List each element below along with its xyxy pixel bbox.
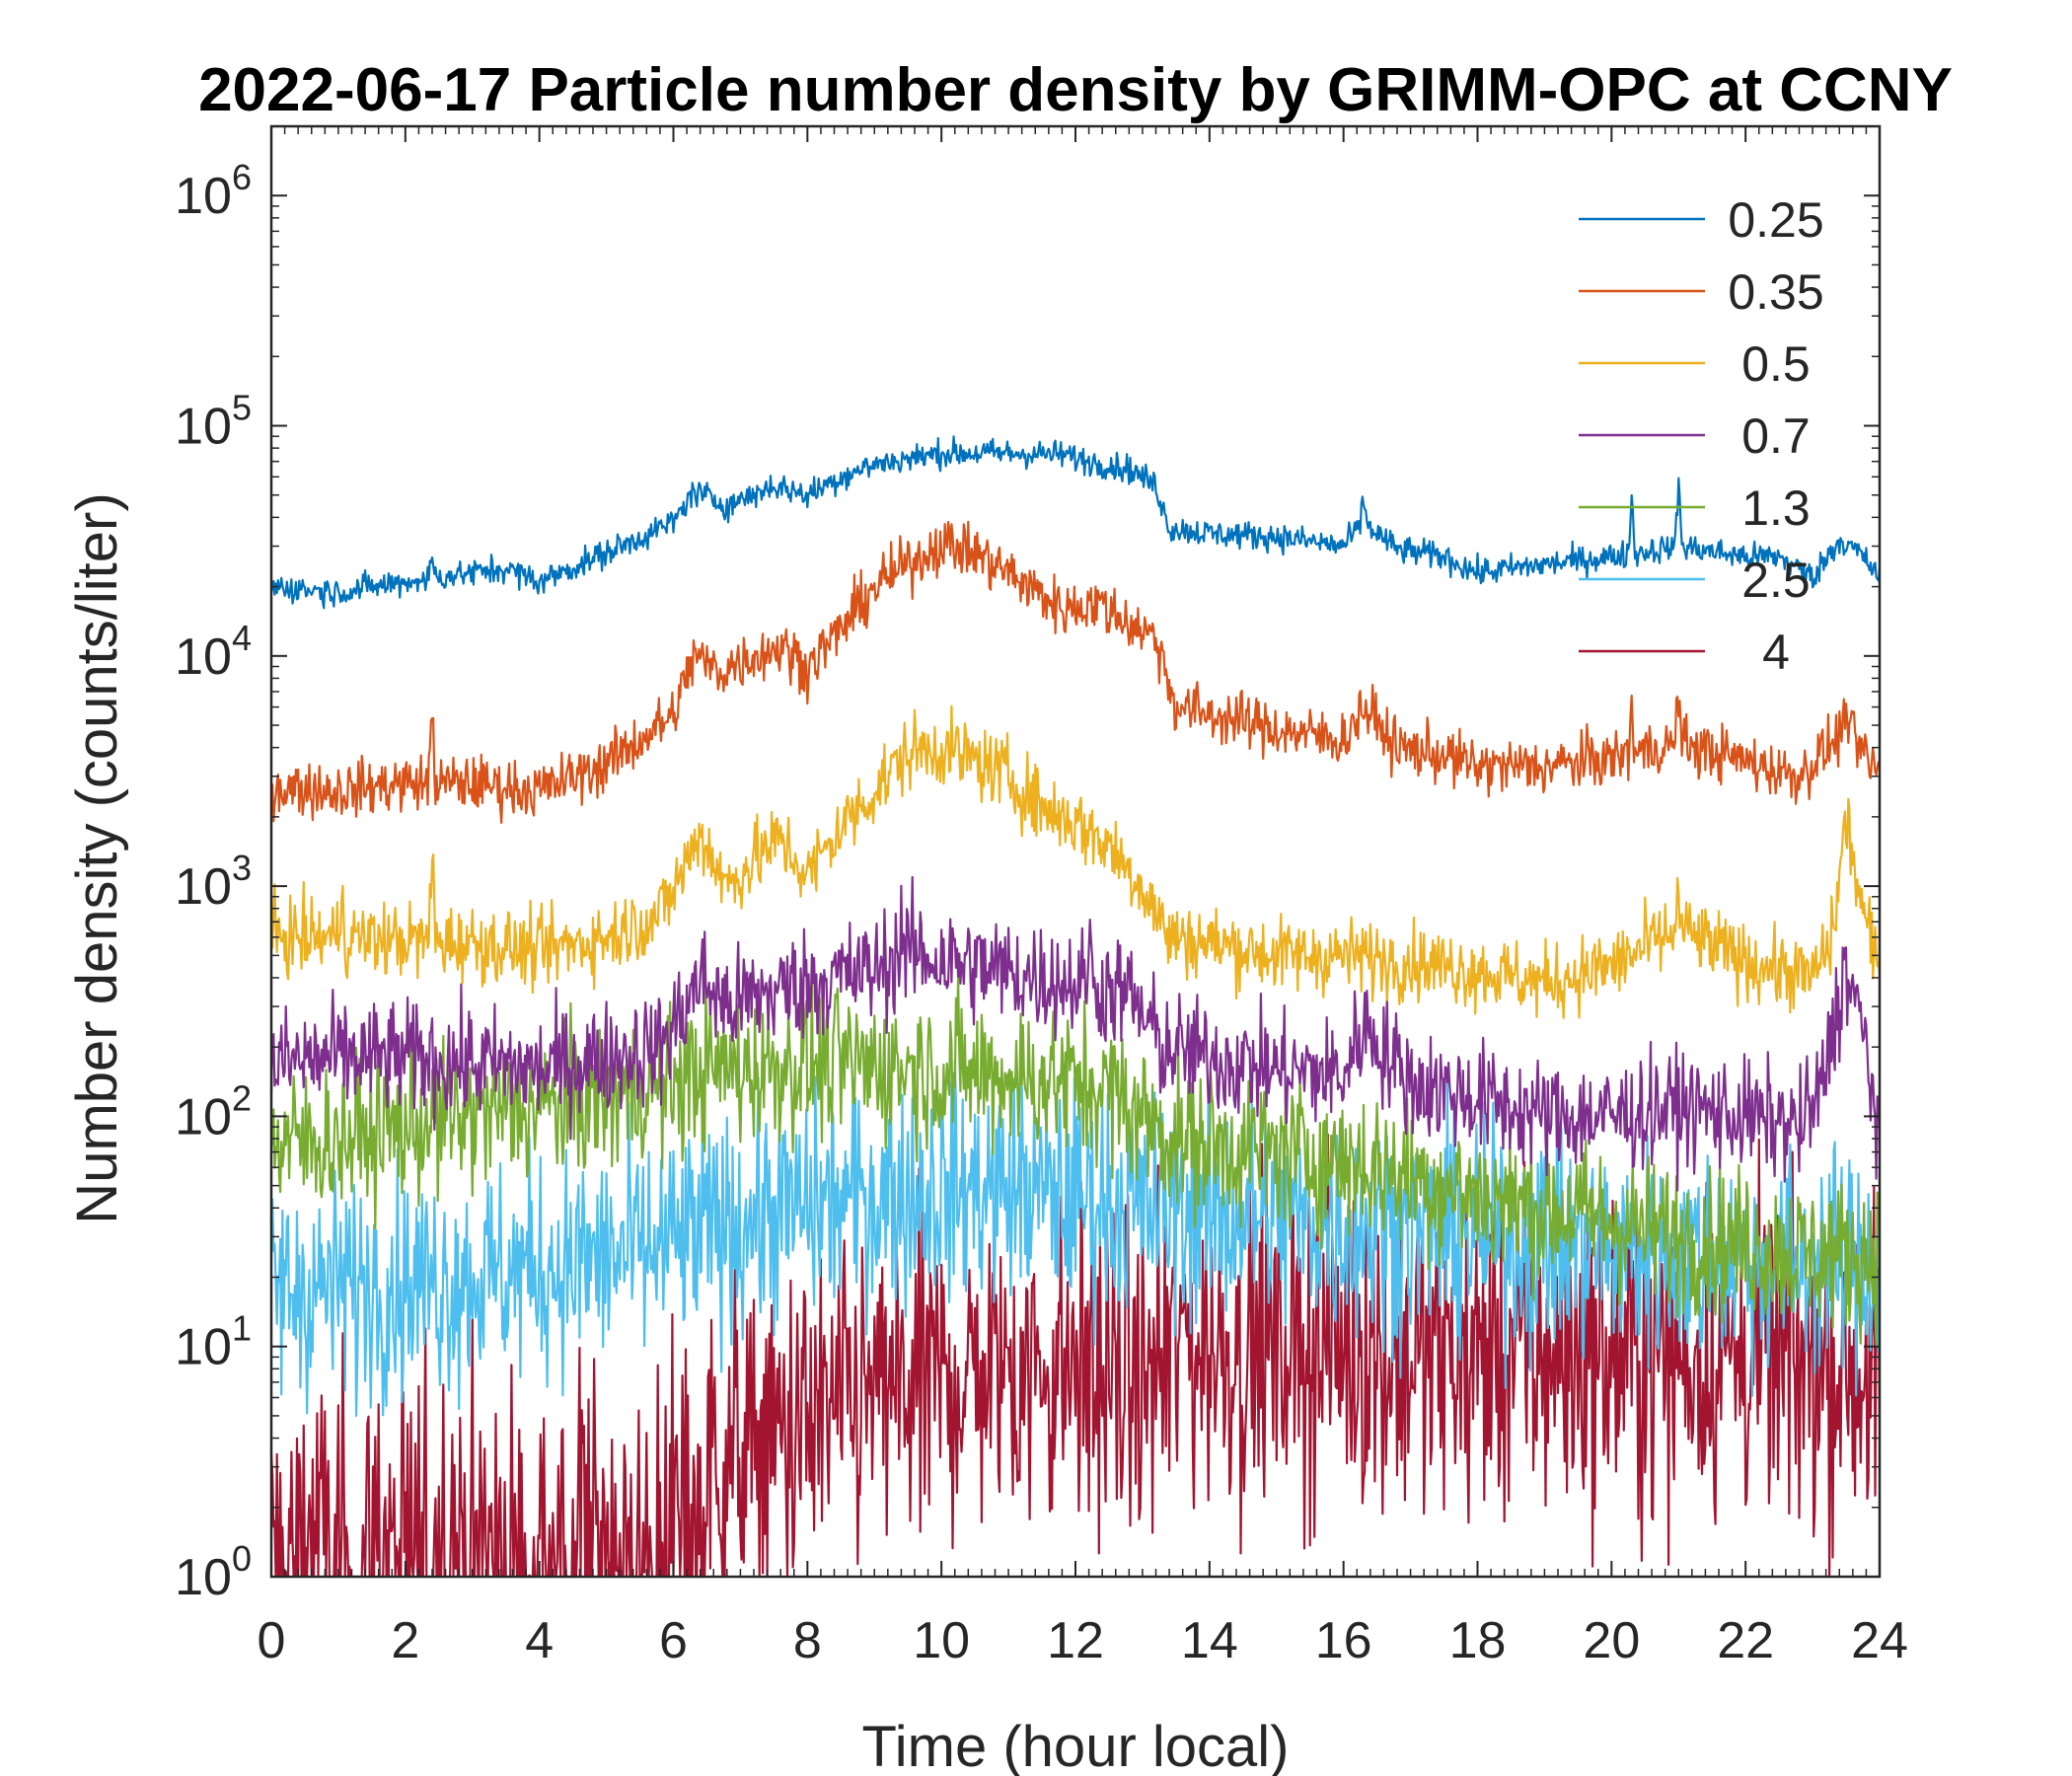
y-tick-exponent: 3 xyxy=(232,848,252,888)
x-tick-label: 24 xyxy=(1851,1612,1908,1669)
legend-label-0.7: 0.7 xyxy=(1741,408,1811,464)
y-tick-label: 100 xyxy=(175,1538,252,1606)
series-line-0.35 xyxy=(269,520,1882,824)
legend-label-0.35: 0.35 xyxy=(1728,264,1823,320)
y-tick-label: 105 xyxy=(175,388,252,456)
y-axis-label: Number density (counts/liter) xyxy=(65,492,129,1223)
y-tick-exponent: 6 xyxy=(232,157,252,197)
x-tick-label: 12 xyxy=(1047,1612,1104,1669)
series-line-0.25 xyxy=(269,435,1882,610)
series-line-4 xyxy=(269,1133,1882,1579)
axes-layer: 0 2 4 6 8 10 12 14 16 18 20 22 241001011021031041051… xyxy=(175,124,1908,1669)
x-tick-label: 16 xyxy=(1315,1612,1372,1669)
legend-label-2.5: 2.5 xyxy=(1741,553,1811,608)
legend-label-4: 4 xyxy=(1762,625,1790,680)
series-line-0.5 xyxy=(270,704,1882,1019)
y-tick-base: 10 xyxy=(175,629,232,686)
y-tick-label: 102 xyxy=(175,1077,252,1146)
x-tick-label: 14 xyxy=(1181,1612,1238,1669)
x-tick-label: 4 xyxy=(525,1612,554,1669)
y-tick-label: 101 xyxy=(175,1308,252,1376)
chart-title: 2022-06-17 Particle number density by GR… xyxy=(198,56,1953,124)
x-tick-label: 2 xyxy=(391,1612,419,1669)
y-tick-base: 10 xyxy=(175,1549,232,1606)
y-tick-base: 10 xyxy=(175,168,232,225)
legend-label-0.25: 0.25 xyxy=(1728,192,1823,248)
y-tick-label: 103 xyxy=(175,848,252,916)
x-tick-label: 18 xyxy=(1449,1612,1507,1669)
legend: 0.25 0.35 0.5 0.7 1.3 2.5 4 xyxy=(1579,192,1824,680)
y-tick-label: 104 xyxy=(175,618,252,686)
x-tick-label: 8 xyxy=(793,1612,822,1669)
y-tick-exponent: 2 xyxy=(232,1077,252,1118)
series-line-2.5 xyxy=(269,1059,1882,1417)
series-layer xyxy=(269,435,1882,1579)
x-tick-label: 0 xyxy=(258,1612,286,1669)
x-tick-label: 10 xyxy=(913,1612,970,1669)
y-tick-label: 106 xyxy=(175,157,252,225)
legend-label-1.3: 1.3 xyxy=(1741,481,1811,536)
series-line-0.7 xyxy=(269,875,1882,1192)
y-tick-exponent: 0 xyxy=(232,1538,252,1579)
x-tick-label: 22 xyxy=(1717,1612,1774,1669)
y-tick-base: 10 xyxy=(175,1319,232,1376)
y-tick-exponent: 4 xyxy=(232,618,252,658)
y-tick-base: 10 xyxy=(175,399,232,456)
y-tick-base: 10 xyxy=(175,1088,232,1146)
legend-label-0.5: 0.5 xyxy=(1741,336,1811,392)
y-tick-exponent: 1 xyxy=(232,1308,252,1349)
x-axis-label: Time (hour local) xyxy=(862,1715,1290,1776)
y-tick-base: 10 xyxy=(175,858,232,916)
x-tick-label: 6 xyxy=(659,1612,688,1669)
x-tick-label: 20 xyxy=(1583,1612,1640,1669)
y-tick-exponent: 5 xyxy=(232,388,252,428)
